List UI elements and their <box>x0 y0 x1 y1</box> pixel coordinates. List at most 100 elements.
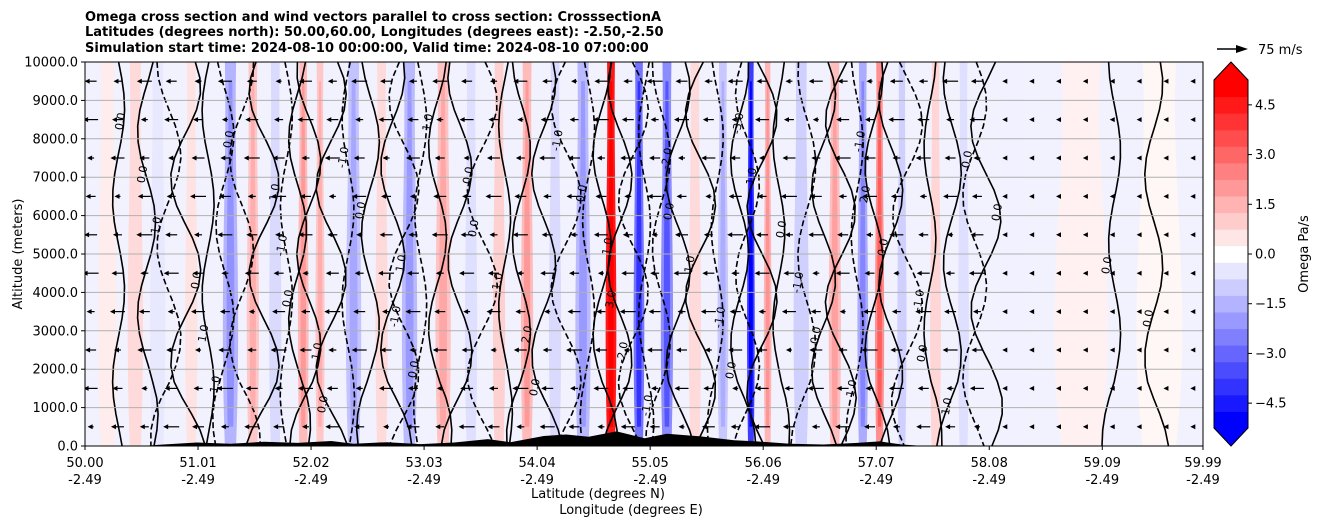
wind-vector-head <box>597 424 603 430</box>
wind-vector-63 <box>651 385 659 391</box>
wind-vector-head <box>354 270 360 276</box>
wind-vector-head <box>246 78 252 84</box>
wind-vector-78 <box>1056 385 1062 391</box>
wind-vector-208 <box>1163 270 1169 276</box>
wind-vector-head <box>1002 117 1008 123</box>
x-tick-label-lon-8: -2.49 <box>972 473 1006 488</box>
wind-vector-head <box>620 155 626 161</box>
wind-vector-head <box>324 309 330 315</box>
wind-vector-41 <box>1190 424 1196 430</box>
wind-vector-168 <box>85 270 99 276</box>
wind-vector-head <box>703 385 709 391</box>
wind-vector-head <box>1190 78 1196 84</box>
wind-vector-head <box>1163 424 1169 430</box>
wind-vector-156 <box>891 309 901 315</box>
wind-vector-head <box>1002 347 1008 353</box>
wind-vector-head <box>85 270 88 276</box>
x-tick-label-lat-6: 56.06 <box>745 456 782 471</box>
contour-label-25: 1.0 <box>600 237 616 256</box>
wind-vector-148 <box>677 309 686 315</box>
wind-vector-head <box>406 424 412 430</box>
wind-vector-219 <box>327 232 338 238</box>
wind-vector-408 <box>889 78 903 84</box>
wind-vector-342 <box>245 117 259 123</box>
wind-vector-192 <box>731 270 740 276</box>
wind-vector-171 <box>163 270 179 276</box>
wind-vector-head <box>434 155 440 161</box>
wind-vector-84 <box>85 347 97 353</box>
wind-vector-head <box>890 193 896 199</box>
wind-vector-138 <box>405 309 421 315</box>
y-tick-label-7: 7000.0 <box>33 171 79 186</box>
wind-vector-head <box>756 78 762 84</box>
wind-vector-head <box>139 155 145 161</box>
wind-vector-28 <box>835 424 851 430</box>
wind-vector-64 <box>674 385 689 391</box>
wind-vector-344 <box>297 117 314 123</box>
wind-vector-38 <box>1109 424 1115 430</box>
wind-vector-head <box>1002 78 1008 84</box>
contour-label-6: 0.0 <box>221 130 237 149</box>
wind-vector-head <box>807 385 813 391</box>
wind-vector-419 <box>1190 78 1196 84</box>
x-tick-label-lon-4: -2.49 <box>520 473 554 488</box>
contour-label-47: 0.0 <box>989 203 1005 222</box>
wind-vector-263 <box>381 193 392 199</box>
wind-vector-head <box>136 232 142 238</box>
wind-vector-163 <box>1082 309 1088 315</box>
wind-vector-48 <box>245 385 258 391</box>
wind-vector-head <box>383 424 389 430</box>
contour-labels: 0.0 0.0 -1.0 0.0 1.0 -1.0 0.0 1.0 -1.0 0.0 1.0 0.0 -… <box>112 112 1156 417</box>
wind-vector-340 <box>193 117 204 123</box>
wind-vector-head <box>1136 117 1142 123</box>
wind-vector-head <box>780 193 786 199</box>
wind-vector-head <box>835 424 841 430</box>
wind-vector-158 <box>944 309 957 315</box>
wind-vector-head <box>1190 347 1196 353</box>
x-tick-label-lat-9: 59.09 <box>1084 456 1121 471</box>
wind-vector-head <box>460 385 466 391</box>
y-tick-label-3: 3000.0 <box>33 324 79 339</box>
wind-vector-head <box>728 347 734 353</box>
wind-vector-44 <box>141 385 148 391</box>
wind-vector-352 <box>517 117 524 123</box>
wind-vector-head <box>459 270 465 276</box>
wind-vector-head <box>755 385 761 391</box>
contour-label-29: -2.0 <box>659 147 676 170</box>
wind-vector-291 <box>1136 193 1142 199</box>
contour-label-7: 1.0 <box>267 183 283 202</box>
wind-vector-174 <box>244 270 259 276</box>
wind-vector-404 <box>785 78 793 84</box>
wind-vector-head <box>1029 193 1035 199</box>
wind-vector-46 <box>193 385 203 391</box>
terrain-profile <box>85 431 1203 446</box>
wind-vector-320 <box>782 155 796 161</box>
wind-vector-363 <box>812 117 819 123</box>
wind-vector-256 <box>190 193 207 199</box>
wind-vector-13 <box>435 424 445 430</box>
wind-vector-head <box>919 193 925 199</box>
wind-vector-93 <box>328 347 337 353</box>
wind-vector-312 <box>568 155 581 161</box>
wind-vector-172 <box>192 270 204 276</box>
wind-vector-130 <box>191 309 206 315</box>
wind-vector-head <box>676 193 682 199</box>
wind-vector-354 <box>569 117 579 123</box>
wind-vector-head <box>355 117 361 123</box>
wind-vector-head <box>862 193 868 199</box>
wind-vector-head <box>542 78 548 84</box>
wind-vector-head <box>247 193 253 199</box>
wind-vector-head <box>436 385 442 391</box>
wind-vector-161 <box>1029 309 1035 315</box>
wind-vector-head <box>112 385 118 391</box>
wind-vector-307 <box>434 155 445 161</box>
wind-vector-132 <box>248 309 255 315</box>
quiver-key-label: 75 m/s <box>1258 43 1303 58</box>
wind-vector-251 <box>1190 232 1196 238</box>
wind-vector-head <box>1190 232 1196 238</box>
contour-line-15 <box>388 62 420 446</box>
wind-vector-head <box>1109 347 1115 353</box>
wind-vector-137 <box>382 309 391 315</box>
wind-vector-276 <box>728 193 742 199</box>
wind-vector-261 <box>328 193 336 199</box>
